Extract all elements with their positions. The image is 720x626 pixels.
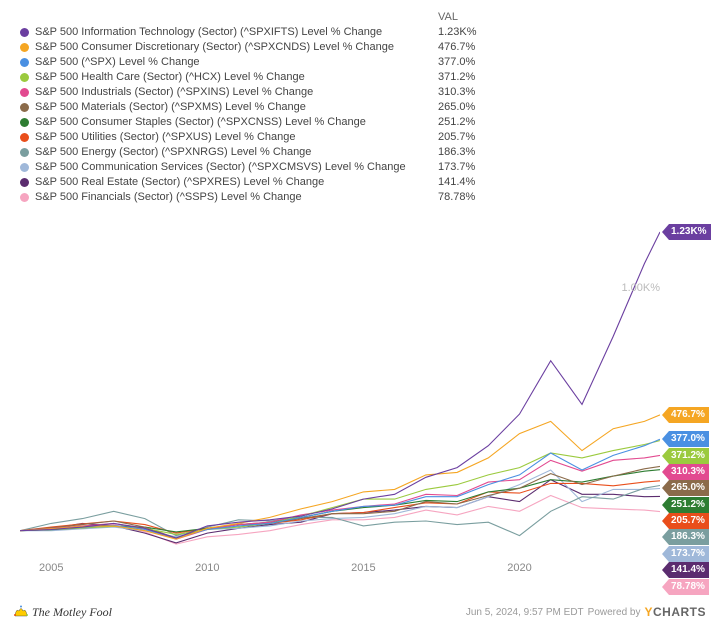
legend-series-value: 78.78%	[438, 190, 498, 205]
ycharts-logo: YCHARTS	[644, 605, 706, 619]
legend-series-label: S&P 500 Health Care (Sector) (^HCX) Leve…	[35, 70, 438, 85]
value-flag: 265.0%	[662, 480, 709, 496]
legend-swatch	[20, 88, 29, 97]
legend-series-value: 205.7%	[438, 130, 498, 145]
legend-series-value: 265.0%	[438, 100, 498, 115]
value-flag: 371.2%	[662, 448, 709, 464]
legend-row: S&P 500 Consumer Staples (Sector) (^SPXC…	[20, 115, 498, 130]
legend-series-value: 377.0%	[438, 55, 498, 70]
x-axis: 2005 2010 2015 2020	[20, 560, 660, 580]
value-flag: 141.4%	[662, 562, 709, 578]
legend-series-label: S&P 500 Financials (Sector) (^SSPS) Leve…	[35, 190, 438, 205]
legend-swatch	[20, 43, 29, 52]
legend-row: S&P 500 Utilities (Sector) (^SPXUS) Leve…	[20, 130, 498, 145]
x-tick: 2010	[195, 562, 219, 574]
legend-series-value: 141.4%	[438, 175, 498, 190]
chart-footer: The Motley Fool Jun 5, 2024, 9:57 PM EDT…	[0, 604, 720, 620]
legend-row: S&P 500 Materials (Sector) (^SPXMS) Leve…	[20, 100, 498, 115]
legend-swatch	[20, 103, 29, 112]
legend-row: S&P 500 Industrials (Sector) (^SPXINS) L…	[20, 85, 498, 100]
legend-row: S&P 500 Communication Services (Sector) …	[20, 160, 498, 175]
legend-series-value: 173.7%	[438, 160, 498, 175]
legend-series-label: S&P 500 Industrials (Sector) (^SPXINS) L…	[35, 85, 438, 100]
legend-header: VAL	[20, 10, 498, 25]
legend-series-value: 251.2%	[438, 115, 498, 130]
legend-swatch	[20, 118, 29, 127]
legend-row: S&P 500 (^SPX) Level % Change377.0%	[20, 55, 498, 70]
legend-series-label: S&P 500 Utilities (Sector) (^SPXUS) Leve…	[35, 130, 438, 145]
sp500-sector-performance-chart: VAL S&P 500 Information Technology (Sect…	[0, 0, 720, 626]
legend-series-label: S&P 500 Real Estate (Sector) (^SPXRES) L…	[35, 175, 438, 190]
series-line	[20, 232, 660, 538]
series-line	[20, 415, 660, 539]
legend-series-label: S&P 500 Consumer Discretionary (Sector) …	[35, 40, 438, 55]
legend-swatch	[20, 28, 29, 37]
legend-swatch	[20, 193, 29, 202]
series-line	[20, 439, 660, 538]
legend-row: S&P 500 Health Care (Sector) (^HCX) Leve…	[20, 70, 498, 85]
x-tick: 2015	[351, 562, 375, 574]
legend-swatch	[20, 133, 29, 142]
chart-timestamp: Jun 5, 2024, 9:57 PM EDT	[466, 607, 584, 618]
powered-by-label: Powered by	[588, 607, 641, 618]
legend-row: S&P 500 Information Technology (Sector) …	[20, 25, 498, 40]
legend-swatch	[20, 148, 29, 157]
legend-series-value: 186.3%	[438, 145, 498, 160]
legend-series-value: 371.2%	[438, 70, 498, 85]
value-flag: 377.0%	[662, 431, 709, 447]
legend-series-label: S&P 500 Consumer Staples (Sector) (^SPXC…	[35, 115, 438, 130]
value-flag: 310.3%	[662, 464, 709, 480]
legend-swatch	[20, 178, 29, 187]
legend-series-label: S&P 500 Communication Services (Sector) …	[35, 160, 438, 175]
value-flag: 173.7%	[662, 546, 709, 562]
line-chart-svg	[20, 215, 660, 555]
x-tick: 2020	[507, 562, 531, 574]
value-flag: 78.78%	[662, 579, 709, 595]
legend-row: S&P 500 Financials (Sector) (^SSPS) Leve…	[20, 190, 498, 205]
legend-series-label: S&P 500 (^SPX) Level % Change	[35, 55, 438, 70]
legend-series-value: 476.7%	[438, 40, 498, 55]
value-flag: 476.7%	[662, 407, 709, 423]
motley-fool-logo: The Motley Fool	[14, 604, 112, 620]
jester-hat-icon	[14, 604, 28, 618]
end-value-flags: 1.23K% 476.7% 377.0%371.2%310.3%265.0%251.…	[662, 215, 718, 555]
y-grid-label: 1.00K%	[621, 282, 660, 294]
legend-row: S&P 500 Consumer Discretionary (Sector) …	[20, 40, 498, 55]
legend-series-label: S&P 500 Energy (Sector) (^SPXNRGS) Level…	[35, 145, 438, 160]
legend-row: S&P 500 Energy (Sector) (^SPXNRGS) Level…	[20, 145, 498, 160]
legend-row: S&P 500 Real Estate (Sector) (^SPXRES) L…	[20, 175, 498, 190]
value-flag: 251.2%	[662, 497, 709, 513]
value-flag: 186.3%	[662, 529, 709, 545]
legend-swatch	[20, 163, 29, 172]
value-flag: 1.23K%	[662, 224, 711, 240]
timestamp-line: Jun 5, 2024, 9:57 PM EDT Powered by YCHA…	[466, 605, 706, 619]
legend-series-label: S&P 500 Materials (Sector) (^SPXMS) Leve…	[35, 100, 438, 115]
legend-series-value: 1.23K%	[438, 25, 498, 40]
legend-val-header: VAL	[438, 10, 498, 25]
x-tick: 2005	[39, 562, 63, 574]
motley-fool-text: The Motley Fool	[32, 605, 112, 619]
value-flag: 205.7%	[662, 513, 709, 529]
legend-swatch	[20, 58, 29, 67]
legend-swatch	[20, 73, 29, 82]
legend-series-label: S&P 500 Information Technology (Sector) …	[35, 25, 438, 40]
chart-plot-area: 1.00K%	[20, 215, 660, 555]
legend: VAL S&P 500 Information Technology (Sect…	[20, 10, 498, 205]
legend-series-value: 310.3%	[438, 85, 498, 100]
